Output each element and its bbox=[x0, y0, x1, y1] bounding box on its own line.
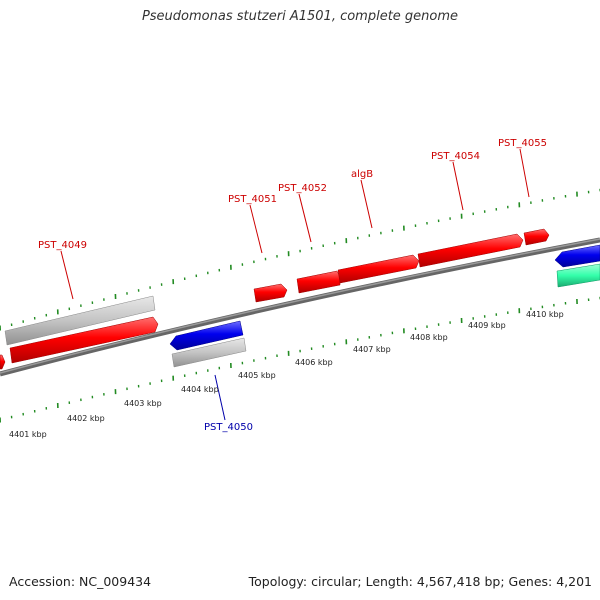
pseudo-genes bbox=[4, 295, 247, 368]
gene-arrow-pst-4054[interactable] bbox=[417, 233, 524, 268]
kbp-label: 4410 kbp bbox=[526, 310, 564, 319]
gene-arrow-pst-4052[interactable] bbox=[296, 270, 341, 294]
leader-pst-4049 bbox=[60, 250, 74, 300]
leader-pst-4050 bbox=[214, 374, 226, 421]
kbp-label: 4405 kbp bbox=[238, 371, 276, 380]
leader-algb bbox=[360, 179, 373, 229]
gene-arrow-pst-4051[interactable] bbox=[253, 283, 288, 303]
gene-arrow-algb[interactable] bbox=[337, 254, 420, 284]
kbp-label: 4407 kbp bbox=[353, 345, 391, 354]
kbp-label: 4402 kbp bbox=[67, 414, 105, 423]
map-title: Pseudomonas stutzeri A1501, complete gen… bbox=[141, 9, 459, 24]
gene-labels: PST_4049 PST_4050 PST_4051 PST_4052 algB… bbox=[38, 138, 547, 433]
gene-arrow-offscreen-left[interactable] bbox=[0, 354, 6, 370]
gene-arrow-pst-4050[interactable] bbox=[169, 320, 244, 351]
leader-pst-4054 bbox=[452, 161, 464, 211]
gene-label-pst-4049[interactable]: PST_4049 bbox=[38, 240, 87, 251]
leader-pst-4052 bbox=[298, 193, 312, 243]
kbp-label: 4401 kbp bbox=[9, 430, 47, 439]
kbp-label: 4409 kbp bbox=[468, 321, 506, 330]
gene-arrow-pst-4055[interactable] bbox=[523, 228, 550, 246]
kbp-label: 4406 kbp bbox=[295, 358, 333, 367]
accession-label: Accession: NC_009434 bbox=[9, 574, 152, 589]
gray-feature-upper[interactable] bbox=[4, 295, 156, 346]
leader-pst-4051 bbox=[249, 204, 263, 254]
genome-summary: Topology: circular; Length: 4,567,418 bp… bbox=[248, 574, 592, 589]
gray-feature-lower[interactable] bbox=[171, 337, 247, 368]
gene-label-pst-4052[interactable]: PST_4052 bbox=[278, 183, 327, 194]
gene-label-pst-4050[interactable]: PST_4050 bbox=[204, 422, 253, 433]
reverse-strand-genes bbox=[169, 244, 600, 351]
kbp-label: 4403 kbp bbox=[124, 399, 162, 408]
outer-tick-row bbox=[0, 188, 600, 331]
gene-label-pst-4054[interactable]: PST_4054 bbox=[431, 151, 480, 162]
genome-backbone-highlight bbox=[0, 238, 600, 374]
gene-arrow-pst-4049[interactable] bbox=[9, 316, 159, 364]
gene-label-algb[interactable]: algB bbox=[351, 169, 373, 180]
leader-pst-4055 bbox=[519, 148, 530, 198]
gene-label-pst-4051[interactable]: PST_4051 bbox=[228, 194, 277, 205]
inner-tick-row bbox=[0, 296, 600, 423]
gene-label-pst-4055[interactable]: PST_4055 bbox=[498, 138, 547, 149]
kbp-label: 4404 kbp bbox=[181, 385, 219, 394]
genome-backbone bbox=[0, 237, 600, 377]
kbp-labels: 4401 kbp 4402 kbp 4403 kbp 4404 kbp 4405… bbox=[9, 310, 564, 439]
forward-strand-genes bbox=[0, 228, 550, 370]
gene-arrow-offscreen-right-blue[interactable] bbox=[554, 244, 600, 268]
kbp-label: 4408 kbp bbox=[410, 333, 448, 342]
gene-label-leaders bbox=[60, 148, 530, 421]
rna-feature-teal[interactable] bbox=[556, 263, 600, 288]
